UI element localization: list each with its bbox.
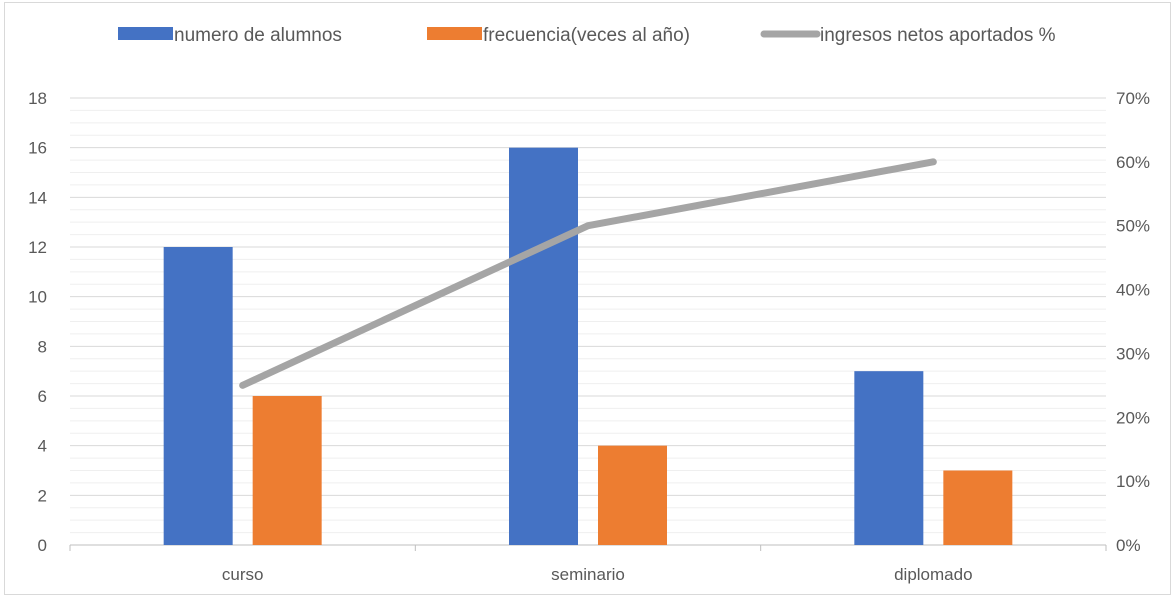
gridlines (70, 97, 1106, 534)
y-right-tick-label: 10% (1116, 472, 1150, 491)
y-right-tick-label: 20% (1116, 408, 1150, 427)
x-tick-label: diplomado (894, 565, 972, 584)
bar-diplomado (943, 470, 1013, 545)
legend-label: numero de alumnos (174, 25, 342, 46)
y-left-tick-label: 6 (38, 387, 47, 406)
legend-swatch (118, 27, 173, 40)
y-left-tick-label: 4 (38, 437, 47, 456)
bars (163, 147, 1013, 545)
y-right-tick-label: 70% (1116, 89, 1150, 108)
legend-swatch (427, 27, 482, 40)
bar-diplomado (854, 371, 924, 545)
line-series (239, 158, 937, 389)
x-tick-label: curso (222, 565, 264, 584)
tick-labels: 0 2 4 6 8 10 12 14 16 18 0% 10% 20% 30% 40% 50% 60% 70% cu… (28, 89, 1150, 584)
bar-curso (163, 247, 233, 545)
legend-label: frecuencia(veces al año) (483, 25, 690, 46)
legend-label: ingresos netos aportados % (820, 25, 1056, 46)
bar-curso (252, 396, 322, 545)
y-right-tick-label: 50% (1116, 217, 1150, 236)
y-left-tick-label: 14 (28, 188, 47, 207)
y-left-tick-label: 16 (28, 139, 47, 158)
y-right-tick-label: 0% (1116, 536, 1141, 555)
series-line (239, 158, 937, 389)
y-left-tick-label: 0 (38, 536, 47, 555)
y-left-tick-label: 8 (38, 337, 47, 356)
y-left-tick-label: 2 (38, 486, 47, 505)
bar-seminario (598, 445, 667, 545)
y-right-tick-label: 60% (1116, 153, 1150, 172)
bar-seminario (509, 147, 578, 545)
y-left-tick-label: 18 (28, 89, 47, 108)
y-left-tick-label: 10 (28, 288, 47, 307)
y-right-tick-label: 30% (1116, 344, 1150, 363)
y-right-tick-label: 40% (1116, 281, 1150, 300)
legend: numero de alumnos frecuencia(veces al año… (118, 25, 1056, 46)
axes (69, 544, 1107, 551)
x-tick-label: seminario (551, 565, 625, 584)
y-left-tick-label: 12 (28, 238, 47, 257)
